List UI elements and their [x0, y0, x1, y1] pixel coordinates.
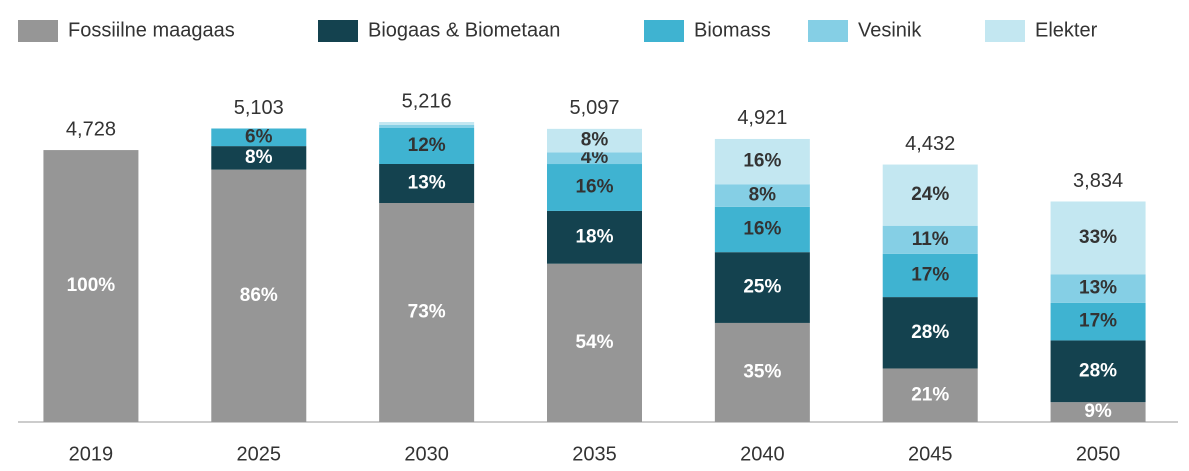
segment-label: 24%: [911, 184, 949, 205]
bar-segment: [882, 253, 978, 298]
segment-label: 8%: [245, 147, 273, 168]
legend-swatch: [985, 20, 1025, 42]
bar-segment: [211, 169, 307, 422]
legend-label: Biogaas & Biometaan: [368, 19, 560, 41]
x-tick-label: 2025: [237, 443, 282, 465]
segment-label: 11%: [912, 229, 949, 250]
segment-label: 12%: [408, 135, 446, 156]
total-label: 4,921: [737, 107, 787, 129]
segment-label: 17%: [911, 264, 949, 285]
total-label: 5,216: [402, 90, 452, 112]
bar-segment: [547, 128, 642, 153]
total-label: 5,097: [569, 97, 619, 119]
x-tick-label: 2030: [404, 443, 449, 465]
segment-label: 21%: [911, 384, 949, 405]
x-tick-label: 2040: [740, 443, 785, 465]
x-tick-label: 2035: [572, 443, 617, 465]
bar-segment: [882, 368, 978, 422]
bar-segment: [1050, 201, 1146, 275]
bar-segment: [1050, 274, 1146, 303]
bar-segment: [211, 146, 307, 170]
segment-label: 73%: [408, 302, 446, 323]
bar-segment: [379, 164, 475, 203]
legend-swatch: [318, 20, 358, 42]
segment-label: 13%: [1079, 278, 1117, 299]
bar-segment: [547, 263, 642, 422]
bar-segment: [1050, 302, 1146, 341]
segment-label: 25%: [743, 277, 781, 298]
bar-segment: [882, 297, 978, 369]
bar-segment: [379, 125, 475, 128]
bar-segment: [1050, 340, 1146, 403]
segment-label: 8%: [581, 130, 609, 151]
legend-label: Vesinik: [858, 19, 922, 41]
total-label: 4,728: [66, 118, 116, 140]
legend-label: Fossiilne maagaas: [68, 19, 235, 41]
legend-label: Elekter: [1035, 19, 1098, 41]
segment-label: 35%: [743, 361, 781, 382]
bar-segment: [714, 184, 810, 207]
legend-label: Biomass: [694, 19, 771, 41]
segment-label: 4%: [581, 147, 609, 168]
x-tick-label: 2050: [1076, 443, 1121, 465]
bar-segment: [379, 122, 475, 125]
bar-segment: [714, 206, 810, 253]
total-label: 3,834: [1073, 170, 1123, 192]
segment-label: 33%: [1079, 227, 1117, 248]
total-label: 4,432: [905, 133, 955, 155]
bar-segment: [379, 203, 475, 422]
segment-label: 9%: [1084, 401, 1112, 422]
legend-swatch: [644, 20, 684, 42]
bar-segment: [547, 210, 642, 264]
segment-label: 16%: [743, 219, 781, 240]
segment-label: 8%: [749, 185, 777, 206]
segment-label: 13%: [408, 173, 446, 194]
bar-segment: [1050, 402, 1146, 422]
x-tick-label: 2045: [908, 443, 953, 465]
total-label: 5,103: [234, 97, 284, 119]
legend-swatch: [18, 20, 58, 42]
legend-swatch: [808, 20, 848, 42]
bar-segment: [43, 150, 139, 422]
segment-label: 16%: [575, 176, 613, 197]
segment-label: 28%: [911, 322, 949, 343]
segment-label: 17%: [1079, 311, 1117, 332]
segment-label: 100%: [67, 275, 116, 296]
bar-segment: [714, 138, 810, 185]
bar-segment: [547, 152, 642, 165]
bar-segment: [714, 252, 810, 323]
segment-label: 16%: [743, 151, 781, 172]
bar-segment: [211, 128, 307, 147]
segment-label: 18%: [575, 226, 613, 247]
bar-segment: [882, 164, 978, 226]
bar-segment: [547, 164, 642, 211]
bar-segment: [882, 225, 978, 254]
bar-segment: [379, 128, 475, 164]
segment-label: 6%: [245, 126, 273, 147]
segment-label: 86%: [240, 285, 278, 306]
segment-label: 54%: [575, 332, 613, 353]
x-tick-label: 2019: [69, 443, 114, 465]
bar-segment: [714, 322, 810, 422]
segment-label: 28%: [1079, 360, 1117, 381]
